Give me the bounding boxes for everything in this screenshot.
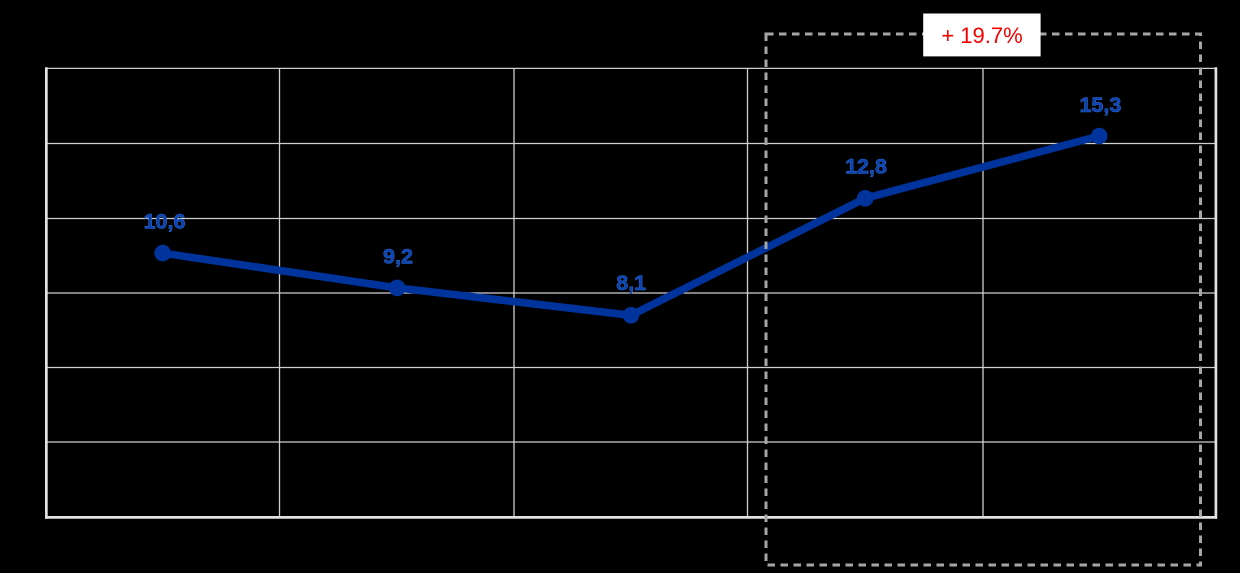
svg-text:9,2: 9,2 [383,244,413,268]
svg-text:12,8: 12,8 [845,155,887,179]
svg-text:15,3: 15,3 [1079,93,1121,117]
svg-text:10,6: 10,6 [144,210,186,234]
svg-text:8,1: 8,1 [616,271,646,295]
svg-text:+ 19.7%: + 19.7% [941,23,1022,48]
